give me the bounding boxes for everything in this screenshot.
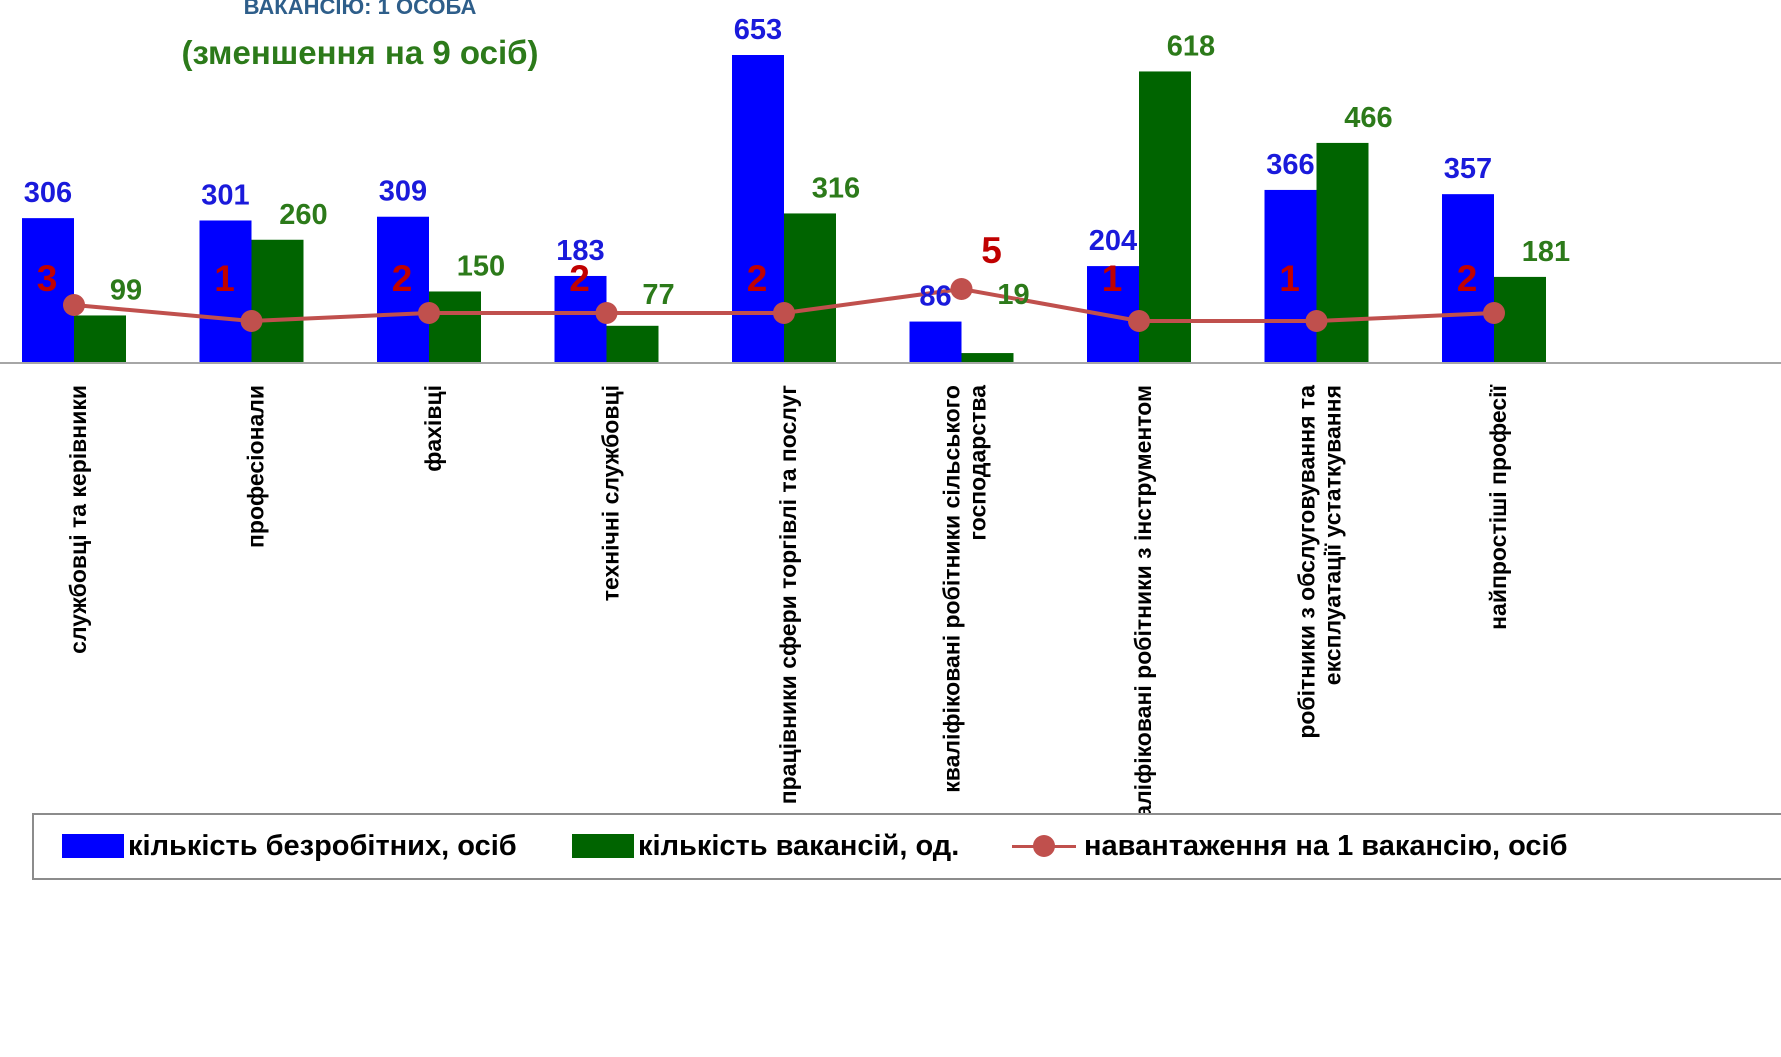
category-label-line: робітники з обслуговування та [1294,385,1320,739]
load-point [596,302,618,324]
data-label-unemployed: 306 [24,177,72,209]
data-label-vacancies: 99 [110,274,142,306]
category-label-line: працівники сфери торгівлі та послуг [775,385,801,804]
bar-vacancies [607,326,659,362]
category-label-line: професіонали [243,385,269,548]
data-label-unemployed: 357 [1444,153,1492,185]
data-label-vacancies: 19 [997,279,1029,311]
data-label-unemployed: 86 [919,281,951,313]
category-label: технічні службовці [598,385,624,601]
bar-vacancies [429,291,481,362]
category-label-line: технічні службовці [598,385,624,601]
bar-vacancies [784,213,836,362]
category-label: кваліфіковані робітники сільськогогоспод… [939,385,991,793]
data-label-load: 3 [37,258,58,299]
data-label-load: 2 [569,258,590,299]
data-label-unemployed: 204 [1089,225,1137,257]
load-point [773,302,795,324]
bar-vacancies [962,353,1014,362]
load-point [241,310,263,332]
data-label-unemployed: 309 [379,176,427,208]
category-label-line: фахівці [420,385,446,472]
category-label: робітники з обслуговування таексплуатаці… [1294,385,1346,739]
data-label-load: 5 [981,230,1002,271]
legend-label-vacancies: кількість вакансій, од. [638,830,959,863]
legend-item-vacancies: кількість вакансій, од. [572,829,959,863]
category-label-line: кваліфіковані робітники сільського [939,385,965,793]
load-point [1483,302,1505,324]
data-label-load: 2 [747,258,768,299]
legend-label-load: навантаження на 1 вакансію, осіб [1084,830,1568,863]
category-label-line: службовці та керівники [65,385,91,654]
category-label: фахівці [420,385,446,472]
bar-vacancies [252,240,304,362]
legend-swatch-vacancies [572,834,634,858]
load-point [1306,310,1328,332]
data-label-load: 1 [214,258,235,299]
legend-marker-load [1012,834,1076,858]
data-label-load: 2 [392,258,413,299]
data-label-vacancies: 77 [642,279,674,311]
load-point [63,294,85,316]
category-label-line: кваліфіковані робітники з інструментом [1130,385,1156,843]
chart-legend: кількість безробітних, осіб кількість ва… [32,813,1781,880]
data-label-vacancies: 316 [812,172,860,204]
data-label-vacancies: 181 [1522,236,1570,268]
data-label-load: 2 [1457,258,1478,299]
legend-item-unemployed: кількість безробітних, осіб [62,829,517,863]
category-label-line: експлуатації устаткування [1320,385,1346,685]
category-label: найпростіші професії [1485,384,1511,629]
data-label-vacancies: 260 [279,199,327,231]
legend-label-unemployed: кількість безробітних, осіб [128,830,517,863]
data-label-unemployed: 301 [201,179,249,211]
load-point [1128,310,1150,332]
data-label-vacancies: 150 [457,250,505,282]
data-label-load: 1 [1102,258,1123,299]
category-label: кваліфіковані робітники з інструментом [1130,385,1156,843]
category-label: службовці та керівники [65,385,91,654]
load-point [951,278,973,300]
category-label: працівники сфери торгівлі та послуг [775,385,801,804]
category-label: професіонали [243,385,269,548]
data-label-unemployed: 653 [734,14,782,46]
data-label-vacancies: 618 [1167,30,1215,62]
category-label-line: господарства [965,385,991,541]
bar-unemployed [910,322,962,362]
load-point [418,302,440,324]
legend-swatch-unemployed [62,834,124,858]
legend-item-load: навантаження на 1 вакансію, осіб [1012,829,1568,863]
data-label-load: 1 [1279,258,1300,299]
bar-vacancies [74,315,126,362]
data-label-unemployed: 366 [1266,149,1314,181]
bar-vacancies [1317,143,1369,362]
category-label-line: найпростіші професії [1485,384,1511,629]
data-label-vacancies: 466 [1344,102,1392,134]
